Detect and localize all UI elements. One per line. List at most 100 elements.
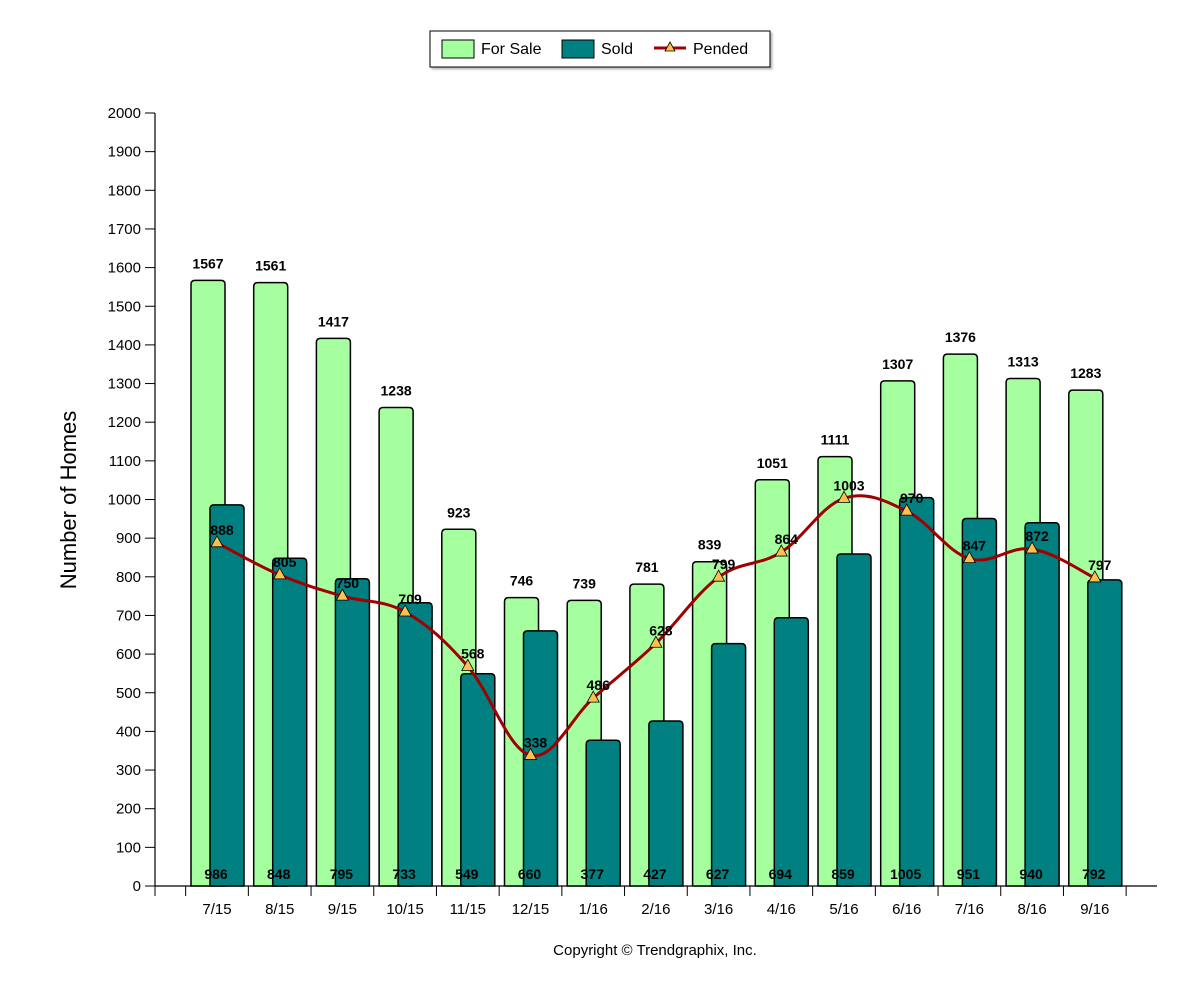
- data-label-sold: 951: [957, 866, 981, 882]
- data-label-sold: 660: [518, 866, 542, 882]
- data-label-pended: 799: [712, 556, 736, 572]
- pended-marker: [962, 550, 977, 564]
- data-label-sold: 377: [581, 866, 605, 882]
- pended-marker: [1025, 541, 1039, 554]
- y-tick-label: 700: [116, 607, 141, 624]
- data-label-sold: 427: [643, 866, 667, 882]
- bar-sold: [898, 496, 935, 887]
- x-tick-label: 8/16: [1017, 901, 1046, 918]
- data-label-for-sale: 746: [510, 573, 534, 589]
- data-label-sold: 549: [455, 866, 479, 882]
- pended-marker: [649, 635, 663, 648]
- x-tick-label: 9/16: [1080, 901, 1109, 918]
- x-tick-label: 12/15: [512, 901, 550, 918]
- data-label-for-sale: 1567: [192, 255, 223, 271]
- data-label-sold: 694: [769, 866, 793, 882]
- y-tick-label: 1600: [108, 260, 141, 277]
- data-label-pended: 338: [524, 734, 548, 750]
- x-tick-label: 5/16: [829, 901, 858, 918]
- data-label-for-sale: 1051: [757, 455, 788, 471]
- data-label-for-sale: 1283: [1070, 365, 1101, 381]
- pended-marker: [1088, 570, 1102, 583]
- pended-marker: [523, 747, 538, 760]
- data-label-pended: 628: [649, 622, 673, 638]
- bar-sold: [648, 720, 684, 887]
- bar-sold: [397, 601, 433, 887]
- pended-marker: [461, 658, 475, 671]
- pended-marker: [273, 567, 287, 580]
- y-tick-label: 1700: [108, 221, 141, 238]
- bar-sold: [334, 577, 371, 887]
- pended-marker: [335, 588, 350, 601]
- y-tick-label: 1800: [108, 182, 141, 199]
- data-label-for-sale: 1417: [318, 313, 349, 329]
- pended-line-layer: [210, 490, 1102, 760]
- data-label-pended: 805: [273, 554, 297, 570]
- data-label-pended: 872: [1025, 528, 1049, 544]
- x-tick-label: 3/16: [704, 901, 733, 918]
- x-tick-label: 6/16: [892, 901, 921, 918]
- x-tick-label: 7/15: [202, 901, 231, 918]
- y-tick-label: 1500: [108, 298, 141, 315]
- data-label-for-sale: 839: [698, 537, 722, 553]
- y-tick-label: 100: [116, 839, 141, 856]
- y-tick-label: 1400: [108, 337, 141, 354]
- y-tick-label: 500: [116, 685, 141, 702]
- data-label-pended: 709: [398, 591, 422, 607]
- data-label-sold: 848: [267, 866, 291, 882]
- data-label-sold: 986: [204, 866, 228, 882]
- x-tick-label: 2/16: [641, 901, 670, 918]
- data-label-for-sale: 1111: [821, 432, 850, 448]
- data-label-sold: 792: [1082, 866, 1106, 882]
- data-label-for-sale: 1376: [945, 329, 976, 345]
- bar-sold: [585, 739, 621, 887]
- y-tick-label: 200: [116, 801, 141, 818]
- data-label-for-sale: 923: [447, 504, 471, 520]
- bar-sold: [1024, 521, 1060, 887]
- data-label-pended: 888: [210, 522, 234, 538]
- data-label-pended: 486: [587, 677, 611, 693]
- data-label-sold: 940: [1019, 866, 1043, 882]
- y-tick-label: 600: [116, 646, 141, 663]
- data-label-pended: 750: [336, 575, 360, 591]
- data-label-for-sale: 781: [635, 559, 659, 575]
- data-label-sold: 627: [706, 866, 730, 882]
- bar-sold: [209, 504, 245, 887]
- legend-label-for-sale: For Sale: [481, 41, 542, 58]
- bar-sold: [961, 517, 998, 887]
- data-label-pended: 970: [900, 490, 924, 506]
- y-tick-label: 400: [116, 723, 141, 740]
- data-label-pended: 864: [775, 531, 799, 547]
- pended-marker: [711, 569, 726, 582]
- bar-sold: [522, 630, 559, 887]
- y-tick-label: 900: [116, 530, 141, 547]
- x-tick-label: 1/16: [579, 901, 608, 918]
- legend-marker-pended: [664, 41, 676, 52]
- pended-marker: [774, 544, 788, 557]
- y-tick-label: 300: [116, 762, 141, 779]
- data-label-sold: 795: [330, 866, 354, 882]
- x-tick-label: 4/16: [767, 901, 796, 918]
- legend-swatch-sold: [561, 39, 595, 59]
- data-label-for-sale: 1561: [255, 258, 286, 274]
- y-tick-label: 800: [116, 569, 141, 586]
- data-label-pended: 1003: [833, 477, 864, 493]
- bar-sold: [271, 557, 308, 887]
- legend-label-sold: Sold: [601, 41, 633, 58]
- x-tick-label: 8/15: [265, 901, 294, 918]
- pended-marker: [900, 503, 914, 516]
- bars: [190, 279, 1123, 887]
- y-tick-label: 2000: [108, 105, 141, 122]
- data-label-for-sale: 739: [573, 575, 597, 591]
- legend-swatch-for-sale: [441, 39, 475, 59]
- pended-marker: [398, 604, 412, 617]
- y-tick-label: 0: [133, 878, 141, 895]
- data-label-pended: 568: [461, 645, 485, 661]
- x-tick-label: 10/15: [386, 901, 424, 918]
- data-label-sold: 1005: [890, 866, 921, 882]
- data-label-sold: 859: [831, 866, 855, 882]
- legend-box: [429, 30, 771, 68]
- y-tick-label: 1100: [109, 453, 141, 470]
- legend-label-pended: Pended: [693, 41, 748, 58]
